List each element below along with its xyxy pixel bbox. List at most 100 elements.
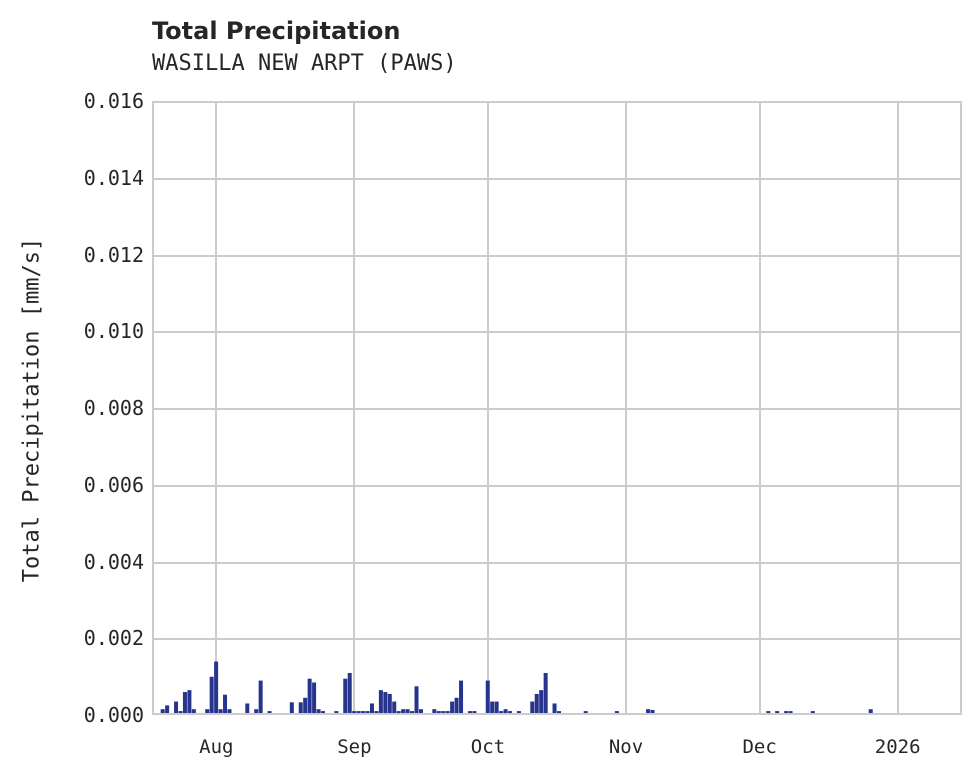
precipitation-bar <box>650 709 655 713</box>
precipitation-bar <box>868 709 873 713</box>
precipitation-bar <box>383 692 388 713</box>
precipitation-bar <box>646 709 651 713</box>
precipitation-bar <box>307 678 312 713</box>
gridline-horizontal <box>154 484 960 487</box>
precipitation-bar <box>178 711 183 713</box>
precipitation-bar <box>369 703 374 713</box>
x-tick-label: Dec <box>742 736 777 758</box>
precipitation-bar <box>788 711 793 713</box>
x-tick-label: Oct <box>470 736 506 758</box>
precipitation-bar <box>401 709 406 713</box>
x-tick-label: 2026 <box>874 736 921 758</box>
gridline-horizontal <box>154 638 960 641</box>
precipitation-bar <box>223 694 228 713</box>
precipitation-bar <box>160 709 165 713</box>
precipitation-bar <box>227 709 232 713</box>
x-tick-label: Sep <box>337 736 372 758</box>
precipitation-bar <box>191 709 196 713</box>
precipitation-bar <box>182 692 187 713</box>
precipitation-bar <box>352 711 357 713</box>
precipitation-bar <box>508 711 513 713</box>
chart-subtitle: WASILLA NEW ARPT (PAWS) <box>152 51 457 76</box>
precipitation-bar <box>334 711 339 713</box>
y-tick-label: 0.010 <box>83 319 144 344</box>
gridline-horizontal <box>154 561 960 564</box>
precipitation-bar <box>187 690 192 713</box>
precipitation-bar <box>267 711 272 713</box>
y-tick-label: 0.006 <box>83 472 144 497</box>
precipitation-bar <box>418 709 423 713</box>
y-tick-label: 0.008 <box>83 396 144 420</box>
precipitation-bar <box>499 711 504 713</box>
y-tick-label: 0.012 <box>83 242 144 267</box>
precipitation-bar <box>552 703 557 713</box>
gridline-horizontal <box>154 254 960 257</box>
precipitation-bar <box>436 711 441 713</box>
precipitation-bar <box>205 709 210 713</box>
chart-title: Total Precipitation <box>152 17 401 45</box>
precipitation-bar <box>775 711 780 713</box>
precipitation-bar <box>347 672 352 713</box>
precipitation-bar <box>218 709 223 713</box>
gridline-vertical <box>353 103 356 713</box>
precipitation-bar <box>503 709 508 713</box>
gridline-vertical <box>215 103 218 713</box>
precipitation-bar <box>494 701 499 713</box>
precipitation-bar <box>303 697 308 713</box>
precipitation-bar <box>356 711 361 713</box>
precipitation-bar <box>316 709 321 713</box>
precipitation-bars <box>160 661 873 713</box>
precipitation-bar <box>312 682 317 713</box>
precipitation-bar <box>289 702 294 713</box>
y-tick-label: 0.004 <box>83 549 144 574</box>
gridline-vertical <box>486 103 489 713</box>
precipitation-bar <box>459 680 464 713</box>
precipitation-bar <box>614 711 619 713</box>
x-tick-label: Aug <box>199 736 234 758</box>
precipitation-bar <box>365 711 370 713</box>
y-axis-label: Total Precipitation [mm/s] <box>19 237 45 583</box>
precipitation-bar <box>209 676 214 713</box>
precipitation-bar <box>245 703 250 713</box>
precipitation-bar <box>378 690 383 713</box>
precipitation-bar <box>454 697 459 713</box>
precipitation-bar <box>396 711 401 713</box>
precipitation-bar <box>165 705 170 713</box>
x-tick-label: Nov <box>608 736 644 758</box>
gridline-vertical <box>758 103 761 713</box>
precipitation-bar <box>392 701 397 713</box>
precipitation-bar <box>441 711 446 713</box>
gridline-horizontal <box>154 408 960 410</box>
gridline-vertical <box>896 103 899 713</box>
precipitation-bar <box>530 701 535 713</box>
precipitation-bar <box>343 678 348 713</box>
y-tick-label: 0.000 <box>83 703 144 727</box>
precipitation-bar <box>557 711 562 713</box>
precipitation-bar <box>410 711 415 713</box>
precipitation-bar <box>583 711 588 713</box>
precipitation-bar <box>516 711 521 713</box>
precipitation-bar <box>174 701 179 713</box>
y-tick-label: 0.014 <box>83 165 144 190</box>
precipitation-bar <box>467 711 472 713</box>
precipitation-bar <box>539 690 544 713</box>
precipitation-bar <box>810 711 815 713</box>
gridline-horizontal <box>154 331 960 334</box>
precipitation-bar <box>432 709 437 713</box>
plot-area <box>152 101 962 715</box>
precipitation-bar <box>472 711 477 713</box>
precipitation-bar <box>387 693 392 713</box>
precipitation-bar <box>374 711 379 713</box>
precipitation-bar <box>405 709 410 713</box>
precipitation-bar <box>298 702 303 713</box>
precipitation-bar <box>214 661 219 713</box>
precipitation-bar <box>445 711 450 713</box>
precipitation-bar <box>361 711 366 713</box>
precipitation-bar <box>534 693 539 713</box>
precipitation-bar <box>784 711 789 713</box>
precipitation-bar <box>450 701 455 713</box>
gridline-vertical <box>625 103 628 713</box>
precipitation-bar <box>766 711 771 713</box>
precipitation-bar <box>485 680 490 713</box>
y-tick-label: 0.002 <box>83 626 144 651</box>
